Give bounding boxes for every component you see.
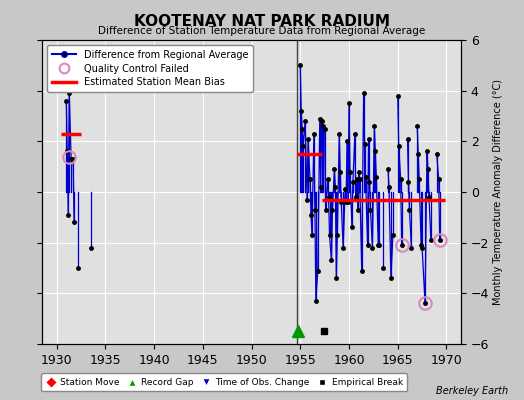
Text: Difference of Station Temperature Data from Regional Average: Difference of Station Temperature Data f… — [99, 26, 425, 36]
Legend: Station Move, Record Gap, Time of Obs. Change, Empirical Break: Station Move, Record Gap, Time of Obs. C… — [41, 374, 407, 392]
Text: KOOTENAY NAT PARK RADIUM: KOOTENAY NAT PARK RADIUM — [134, 14, 390, 29]
Legend: Difference from Regional Average, Quality Control Failed, Estimated Station Mean: Difference from Regional Average, Qualit… — [47, 45, 253, 92]
Text: Berkeley Earth: Berkeley Earth — [436, 386, 508, 396]
Y-axis label: Monthly Temperature Anomaly Difference (°C): Monthly Temperature Anomaly Difference (… — [494, 79, 504, 305]
